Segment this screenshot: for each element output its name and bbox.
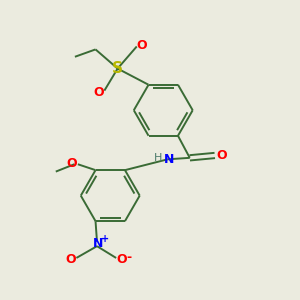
Text: N: N [164,153,174,166]
Text: O: O [137,38,147,52]
Text: -: - [127,250,132,264]
Text: +: + [100,234,109,244]
Text: O: O [65,253,76,266]
Text: N: N [93,237,103,250]
Text: O: O [67,157,77,170]
Text: O: O [117,253,127,266]
Text: O: O [94,85,104,99]
Text: S: S [112,61,123,76]
Text: H: H [154,153,162,164]
Text: O: O [217,149,227,162]
